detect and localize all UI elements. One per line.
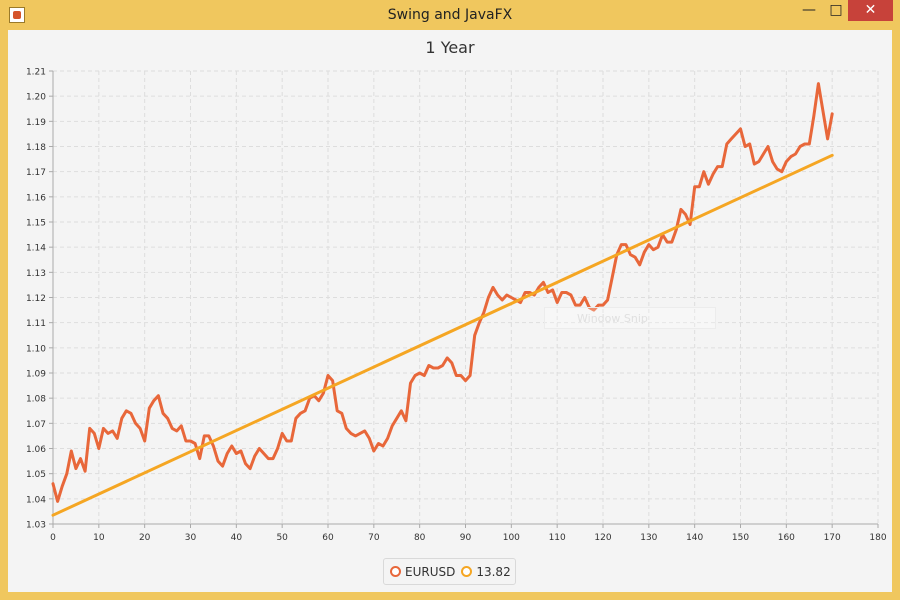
x-tick-label: 140 (686, 533, 703, 543)
x-tick-label: 60 (322, 533, 334, 543)
close-button[interactable]: ✕ (848, 0, 893, 21)
x-tick-label: 90 (460, 533, 472, 543)
x-tick-label: 180 (869, 533, 886, 543)
x-tick-label: 80 (414, 533, 426, 543)
legend-label-eurusd: EURUSD (405, 564, 456, 579)
legend-item-trend: 13.82 (461, 564, 511, 579)
x-tick-label: 70 (368, 533, 380, 543)
x-tick-label: 10 (93, 533, 105, 543)
y-tick-label: 1.03 (26, 521, 46, 531)
y-tick-label: 1.21 (26, 68, 46, 78)
x-tick-label: 40 (231, 533, 243, 543)
x-tick-label: 130 (640, 533, 657, 543)
x-tick-label: 100 (503, 533, 520, 543)
x-tick-label: 120 (594, 533, 611, 543)
y-tick-label: 1.16 (26, 193, 46, 203)
series-line-trend (51, 153, 834, 517)
y-tick-label: 1.07 (26, 420, 46, 430)
legend-symbol-trend (461, 566, 473, 577)
chart-title: 1 Year (425, 38, 475, 57)
maximize-button[interactable]: □ (829, 2, 843, 18)
window-title: Swing and JavaFX (387, 7, 513, 23)
window-title-bar[interactable]: Swing and JavaFX — □ ✕ (0, 0, 900, 30)
legend-label-trend: 13.82 (476, 564, 511, 579)
x-tick-label: 30 (185, 533, 197, 543)
chart-panel: 1 Year 1.03 1.04 1.05 1.06 1.07 1.08 1.09 1.10 1… (8, 30, 892, 592)
x-tick-label: 160 (778, 533, 795, 543)
y-tick-label: 1.17 (26, 168, 46, 178)
x-tick-label: 50 (276, 533, 288, 543)
minimize-button[interactable]: — (802, 2, 816, 18)
y-tick-label: 1.06 (26, 445, 46, 455)
window-snip-watermark: Window Snip (544, 307, 716, 329)
y-tick-label: 1.09 (26, 370, 46, 380)
legend-item-eurusd: EURUSD (390, 565, 455, 579)
y-tick-label: 1.18 (26, 143, 46, 153)
y-tick-label: 1.10 (26, 344, 46, 354)
y-tick-label: 1.15 (26, 219, 46, 229)
y-tick-label: 1.04 (26, 495, 46, 505)
x-tick-label: 20 (139, 533, 151, 543)
x-tick-label: 150 (732, 533, 749, 543)
x-tick-label: 110 (549, 533, 566, 543)
y-tick-label: 1.14 (26, 244, 46, 254)
y-tick-label: 1.05 (26, 470, 46, 480)
chart-legend: EURUSD 13.82 (383, 558, 516, 585)
y-tick-label: 1.19 (26, 118, 46, 128)
java-app-icon (9, 7, 25, 23)
y-tick-label: 1.12 (26, 294, 46, 304)
y-tick-label: 1.08 (26, 395, 46, 405)
y-tick-label: 1.20 (26, 93, 46, 103)
legend-symbol-eurusd (390, 566, 401, 577)
series-line-eurusd (51, 82, 834, 503)
y-tick-label: 1.13 (26, 269, 46, 279)
x-tick-label: 0 (50, 533, 56, 543)
x-tick-label: 170 (824, 533, 841, 543)
y-tick-label: 1.11 (26, 319, 46, 329)
line-chart: 1.03 1.04 1.05 1.06 1.07 1.08 1.09 1.10 1.11 1.12… (26, 68, 887, 544)
